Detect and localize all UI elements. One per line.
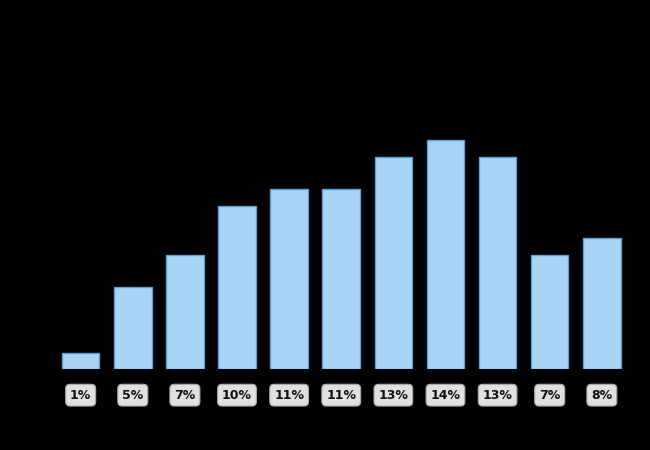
Text: 11%: 11% bbox=[326, 389, 356, 402]
Text: 14%: 14% bbox=[430, 389, 460, 402]
Bar bbox=[531, 255, 569, 369]
Text: 7%: 7% bbox=[174, 389, 196, 402]
Text: 10%: 10% bbox=[222, 389, 252, 402]
Bar bbox=[426, 140, 464, 369]
Text: 13%: 13% bbox=[378, 389, 408, 402]
Text: 13%: 13% bbox=[483, 389, 513, 402]
Text: 1%: 1% bbox=[70, 389, 91, 402]
Bar bbox=[270, 189, 308, 369]
Text: 7%: 7% bbox=[539, 389, 560, 402]
Bar bbox=[322, 189, 360, 369]
Bar bbox=[62, 353, 99, 369]
Bar bbox=[374, 157, 412, 369]
Text: 11%: 11% bbox=[274, 389, 304, 402]
Text: 5%: 5% bbox=[122, 389, 144, 402]
Text: 8%: 8% bbox=[592, 389, 612, 402]
Bar bbox=[218, 206, 256, 369]
Bar bbox=[166, 255, 203, 369]
Bar bbox=[479, 157, 516, 369]
Bar bbox=[114, 287, 151, 369]
Bar bbox=[583, 238, 621, 369]
